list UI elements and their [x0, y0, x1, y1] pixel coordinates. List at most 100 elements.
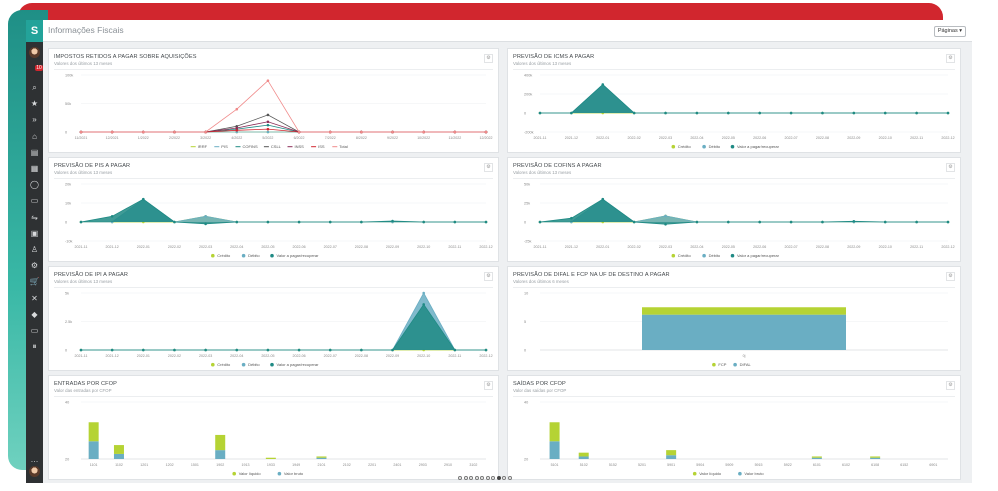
data-point: [142, 130, 145, 134]
x-tick-label: 2102: [343, 463, 351, 467]
card-subtitle: Valores dos últimos 13 meses: [513, 170, 572, 175]
ellipsis-icon[interactable]: …: [30, 455, 39, 464]
data-point: [204, 222, 207, 226]
double-chevron-icon[interactable]: »: [32, 115, 37, 125]
card-settings-icon[interactable]: ⚙: [946, 163, 955, 172]
legend-marker: [211, 253, 215, 258]
card-settings-icon[interactable]: ⚙: [484, 54, 493, 63]
search-icon[interactable]: ⌕: [32, 83, 37, 92]
app-logo-icon[interactable]: S: [26, 20, 43, 42]
card-title: PREVISÃO DE IPI A PAGAR: [54, 272, 129, 278]
app-window: S 10 ⌕ ★ » ⌂ ▤ ▦ ◯ ▭ ⇋ ▣ ♙ ⚙ 🛒 ✕ ◆ ▭ ⏸ … Informações Fisc…: [26, 20, 972, 483]
building-icon[interactable]: ▦: [30, 164, 39, 173]
notification-badge[interactable]: 10: [35, 65, 43, 71]
gem-icon[interactable]: ◆: [31, 309, 38, 319]
y-tick-label: 0: [65, 349, 67, 353]
chart-icon[interactable]: ▤: [30, 147, 39, 157]
pagination-dot[interactable]: [469, 476, 473, 480]
x-tick-label: 2022-01: [596, 136, 609, 140]
data-point: [79, 130, 83, 134]
pagination-dots: [458, 476, 518, 482]
data-point: [946, 111, 950, 115]
pages-dropdown[interactable]: Páginas ▾: [933, 26, 966, 37]
x-tick-label: 1101: [90, 463, 98, 467]
data-point: [484, 220, 488, 224]
x-tick-label: 2/2022: [169, 136, 180, 140]
pagination-dot[interactable]: [507, 476, 512, 480]
data-point: [758, 220, 761, 224]
y-tick-label: 0: [65, 221, 67, 225]
cart-icon[interactable]: 🛒: [29, 277, 40, 287]
data-point: [422, 220, 425, 224]
chart-svg: 40 20 1101 1102 1201 1202 1501 1902 1913 1933 1949…: [65, 401, 486, 476]
card-divider: [54, 178, 493, 179]
data-point: [453, 348, 457, 352]
handshake-icon[interactable]: ⇋: [31, 212, 38, 222]
legend-label: Crédito: [217, 362, 231, 367]
pagination-dot[interactable]: [491, 476, 495, 480]
shield-icon[interactable]: ◯: [30, 180, 39, 190]
data-point: [664, 222, 667, 226]
data-point: [484, 130, 488, 134]
x-tick-label: 1933: [267, 463, 275, 467]
x-tick-label: 2022-03: [199, 245, 212, 249]
pagination-dot[interactable]: [458, 476, 462, 480]
bar-segment: [113, 453, 124, 459]
data-point: [789, 220, 793, 224]
series-line: [539, 198, 948, 225]
settings-icon[interactable]: ⚙: [30, 261, 39, 271]
x-tick-label: 2022-12: [479, 245, 492, 249]
x-tick-label: 1902: [216, 463, 224, 467]
bar-segment: [549, 422, 560, 442]
x-tick-label: 5901: [667, 463, 675, 467]
tool-icon[interactable]: ♙: [30, 245, 39, 254]
pagination-dot[interactable]: [485, 476, 490, 480]
close-icon[interactable]: ✕: [31, 293, 38, 303]
data-point: [727, 111, 730, 115]
card-divider: [54, 287, 493, 288]
star-icon[interactable]: ★: [30, 99, 39, 109]
legend-marker: [730, 253, 735, 258]
bag-icon[interactable]: ▣: [30, 228, 39, 238]
chart-card: PREVISÃO DE IPI A PAGAR Valores dos últim…: [48, 266, 499, 371]
card-divider: [513, 396, 955, 397]
user-avatar[interactable]: [29, 47, 40, 58]
truck-icon[interactable]: ▭: [30, 196, 39, 206]
data-point: [664, 214, 667, 218]
data-point: [391, 348, 394, 352]
card-divider: [54, 396, 493, 397]
data-point: [235, 107, 239, 111]
pagination-dot[interactable]: [480, 476, 484, 480]
x-tick-label: 5201: [638, 463, 646, 467]
card-settings-icon[interactable]: ⚙: [484, 381, 493, 390]
pagination-dot[interactable]: [502, 476, 506, 480]
card-settings-icon[interactable]: ⚙: [946, 54, 955, 63]
chart-svg: 5k 2.5k 0 2021-11 2021-12 2022-01 2022-02 2022-…: [65, 292, 493, 368]
data-point: [142, 348, 145, 352]
x-tick-label: 2022-06: [753, 245, 766, 249]
data-point: [695, 220, 699, 224]
pause-icon[interactable]: ⏸: [32, 342, 37, 352]
pagination-dot[interactable]: [463, 476, 468, 480]
data-point: [328, 130, 332, 134]
pagination-dot[interactable]: [496, 476, 501, 480]
card-subtitle: Valor das saídas por CFOP: [513, 388, 567, 393]
monitor-icon[interactable]: ▭: [30, 326, 39, 335]
x-tick-label: 1/2022: [138, 136, 149, 140]
card-settings-icon[interactable]: ⚙: [484, 163, 493, 172]
x-tick-label: 2022-10: [879, 245, 892, 249]
card-settings-icon[interactable]: ⚙: [946, 272, 955, 281]
x-tick-label: 1949: [292, 463, 300, 467]
card-subtitle: Valores dos últimos 13 meses: [54, 61, 113, 66]
page-header: Informações Fiscais Páginas ▾: [43, 20, 972, 42]
pagination-dot[interactable]: [474, 476, 479, 480]
card-settings-icon[interactable]: ⚙: [484, 272, 493, 281]
bottom-avatar[interactable]: [29, 466, 40, 477]
x-tick-label: 2022-11: [448, 354, 461, 358]
bar-segment: [215, 450, 226, 459]
card-settings-icon[interactable]: ⚙: [946, 381, 955, 390]
bank-icon[interactable]: ⌂: [32, 131, 37, 141]
data-point: [360, 130, 363, 134]
x-tick-label: 2022-11: [448, 245, 461, 249]
